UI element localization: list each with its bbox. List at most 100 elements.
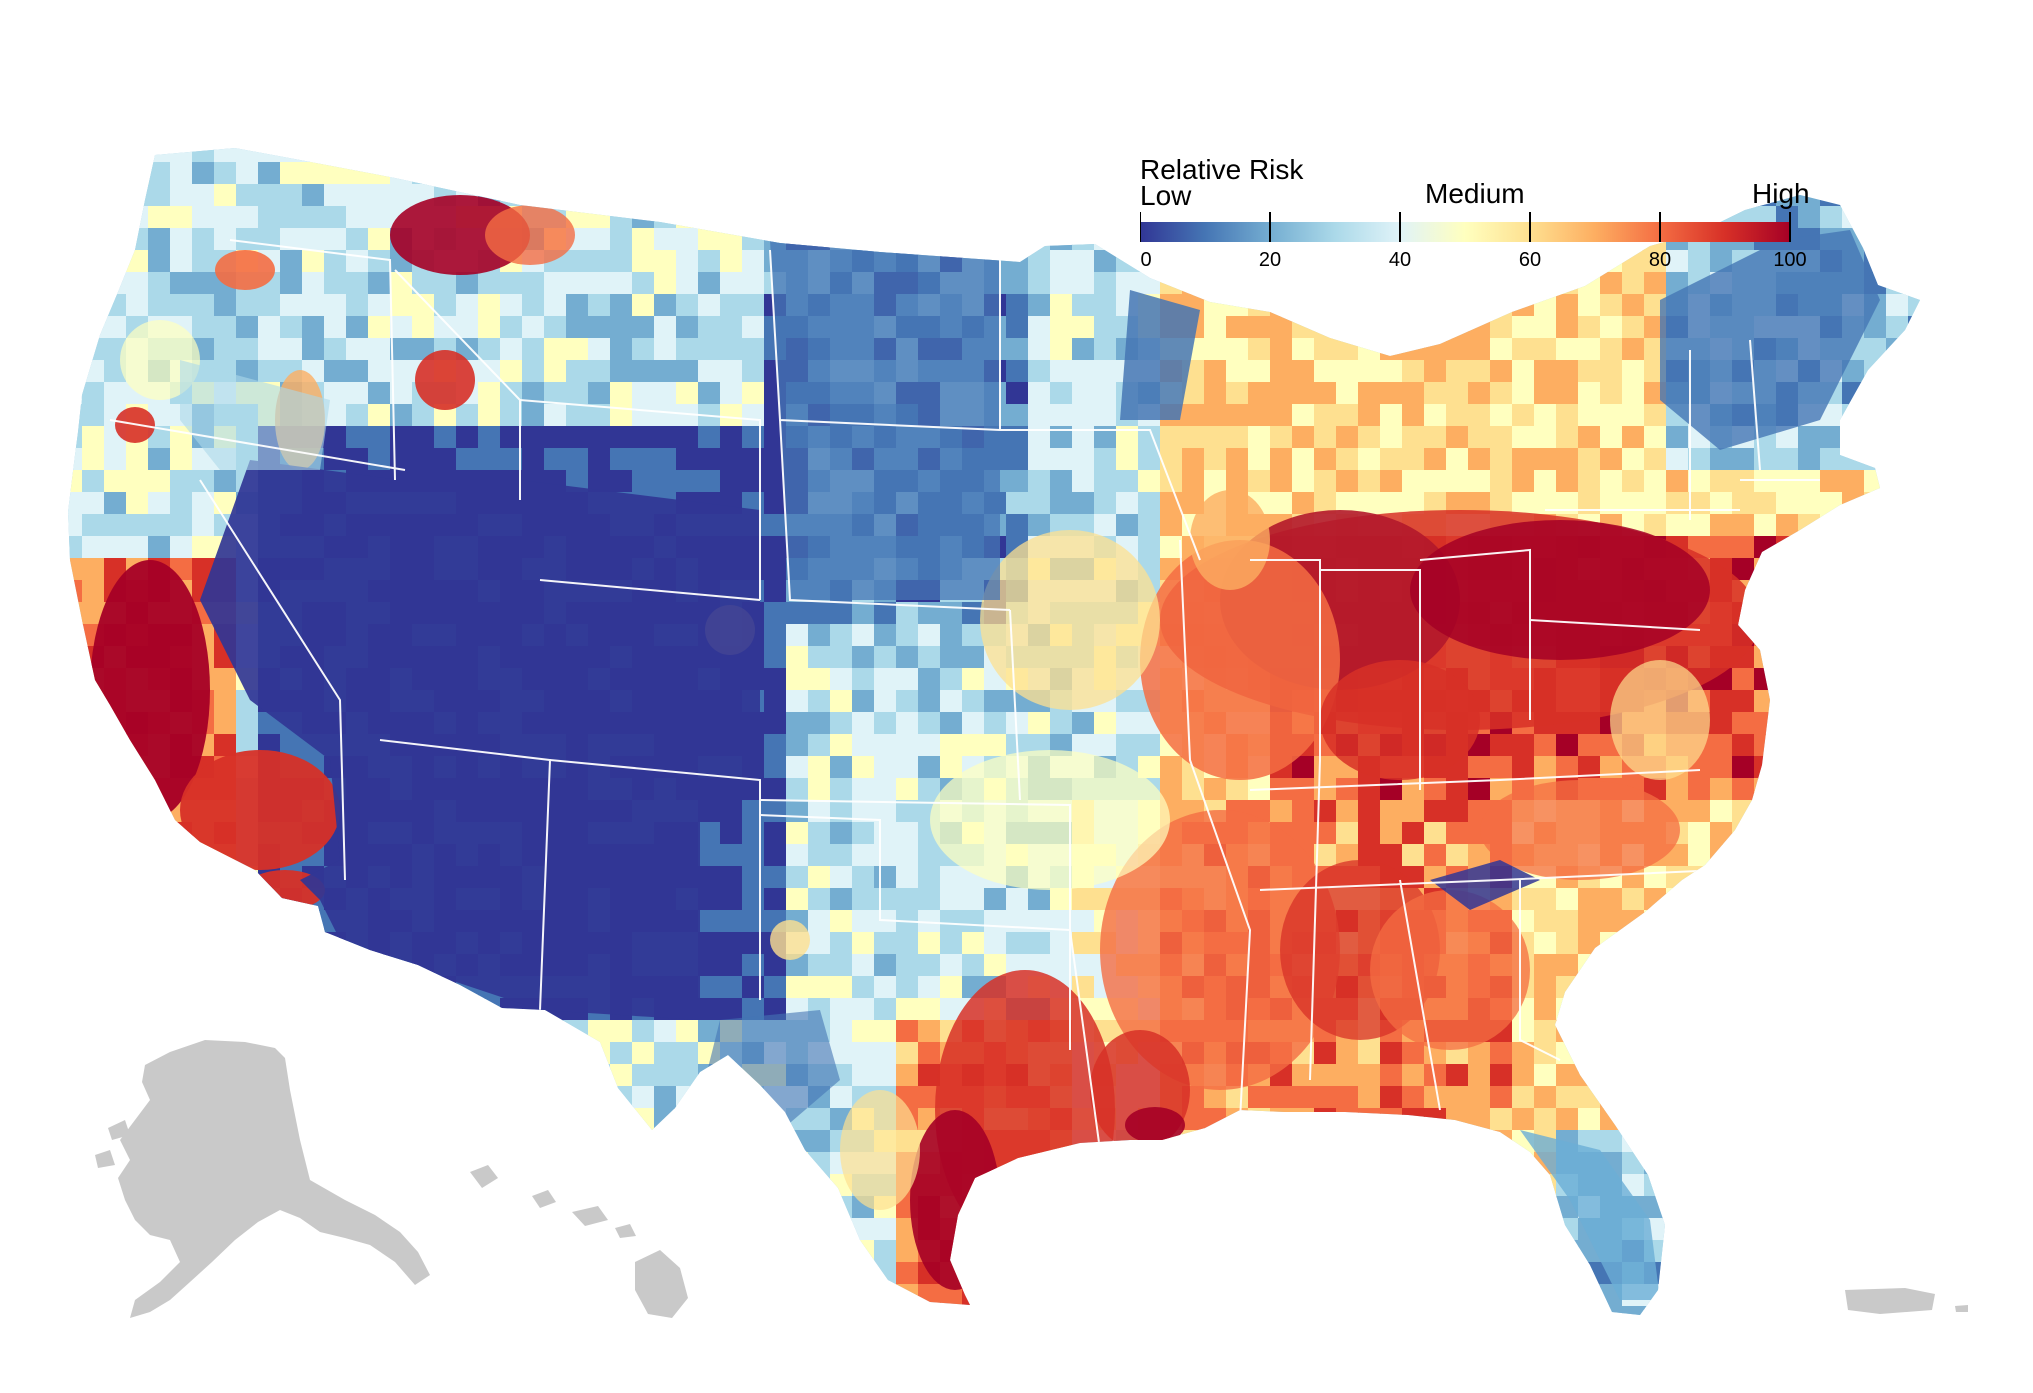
county-cell — [456, 1130, 479, 1153]
county-cell — [1842, 1196, 1865, 1219]
county-cell — [1292, 1108, 1315, 1131]
county-cell — [1314, 1152, 1337, 1175]
county-cell — [236, 932, 259, 955]
county-cell — [1908, 734, 1920, 757]
county-cell — [478, 1284, 501, 1307]
county-cell — [720, 888, 743, 911]
county-cell — [1182, 1108, 1205, 1131]
county-cell — [1050, 954, 1073, 977]
county-cell — [1094, 448, 1117, 471]
county-cell — [1028, 888, 1051, 911]
county-cell — [1732, 1130, 1755, 1153]
county-cell — [786, 976, 809, 999]
county-cell — [654, 1218, 677, 1241]
county-cell — [258, 184, 281, 207]
county-cell — [1864, 866, 1887, 889]
county-cell — [1820, 778, 1843, 801]
county-cell — [1754, 1196, 1777, 1219]
county-cell — [1358, 1042, 1381, 1065]
county-cell — [1358, 1262, 1381, 1285]
county-cell — [632, 250, 655, 273]
county-cell — [368, 316, 391, 339]
county-cell — [610, 148, 633, 163]
county-cell — [566, 1240, 589, 1263]
county-cell — [786, 1130, 809, 1153]
county-cell — [896, 148, 919, 163]
county-cell — [368, 404, 391, 427]
county-cell — [1886, 162, 1909, 185]
county-cell — [346, 1174, 369, 1197]
county-cell — [1446, 382, 1469, 405]
county-cell — [258, 360, 281, 383]
county-cell — [170, 866, 193, 889]
county-cell — [1754, 602, 1777, 625]
county-cell — [1490, 1196, 1513, 1219]
county-cell — [896, 602, 919, 625]
county-cell — [170, 184, 193, 207]
county-cell — [104, 1086, 127, 1109]
county-cell — [68, 492, 83, 515]
county-cell — [1600, 492, 1623, 515]
county-cell — [1006, 1284, 1029, 1307]
county-cell — [500, 316, 523, 339]
county-cell — [566, 1086, 589, 1109]
county-cell — [1446, 822, 1469, 845]
county-cell — [82, 756, 105, 779]
county-cell — [1138, 1196, 1161, 1219]
county-cell — [148, 184, 171, 207]
county-cell — [1886, 1020, 1909, 1043]
county-cell — [896, 800, 919, 823]
county-cell — [324, 1284, 347, 1307]
county-cell — [1138, 514, 1161, 537]
county-cell — [1688, 976, 1711, 999]
county-cell — [588, 1152, 611, 1175]
county-cell — [808, 756, 831, 779]
county-cell — [1468, 448, 1491, 471]
county-cell — [1424, 800, 1447, 823]
county-cell — [324, 148, 347, 163]
county-cell — [170, 954, 193, 977]
county-cell — [918, 932, 941, 955]
legend-tick-label: 40 — [1389, 249, 1411, 270]
county-cell — [1732, 668, 1755, 691]
county-cell — [1380, 338, 1403, 361]
county-cell — [1820, 1174, 1843, 1197]
county-cell — [1138, 1152, 1161, 1175]
county-cell — [1556, 756, 1579, 779]
county-cell — [1666, 1284, 1689, 1307]
county-cell — [1754, 734, 1777, 757]
county-cell — [280, 148, 303, 163]
county-cell — [1028, 1240, 1051, 1263]
county-cell — [1160, 492, 1183, 515]
county-cell — [302, 932, 325, 955]
county-cell — [1622, 954, 1645, 977]
county-cell — [522, 404, 545, 427]
county-cell — [1820, 998, 1843, 1021]
county-cell — [434, 1020, 457, 1043]
county-cell — [390, 998, 413, 1021]
county-cell — [1886, 712, 1909, 735]
county-cell — [698, 910, 721, 933]
county-cell — [214, 998, 237, 1021]
county-cell — [1600, 338, 1623, 361]
county-cell — [1072, 338, 1095, 361]
county-cell — [610, 294, 633, 317]
county-cell — [720, 1284, 743, 1307]
county-cell — [1094, 382, 1117, 405]
county-cell — [1820, 1262, 1843, 1285]
county-cell — [1754, 668, 1777, 691]
county-cell — [1556, 360, 1579, 383]
county-cell — [390, 272, 413, 295]
county-cell — [1798, 1196, 1821, 1219]
county-cell — [1644, 272, 1667, 295]
county-cell — [170, 250, 193, 273]
county-cell — [1710, 712, 1733, 735]
county-cell — [1226, 404, 1249, 427]
county-cell — [1666, 1218, 1689, 1241]
county-cell — [1908, 514, 1920, 537]
county-cell — [302, 162, 325, 185]
county-cell — [1490, 448, 1513, 471]
county-cell — [126, 1262, 149, 1285]
county-cell — [1820, 844, 1843, 867]
county-cell — [830, 646, 853, 669]
